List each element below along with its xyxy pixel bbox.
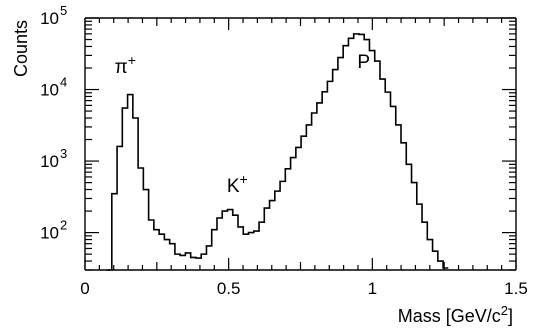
y-tick-label-exponent: 3	[60, 146, 67, 161]
proton-peak-label: P	[357, 52, 370, 73]
y-tick-label: 10	[40, 224, 59, 243]
y-tick-label: 10	[40, 9, 59, 28]
y-tick-label-exponent: 5	[60, 3, 67, 18]
kaon-peak-label: K+	[227, 171, 248, 197]
y-axis-title: Counts	[11, 20, 31, 77]
y-tick-label-exponent: 2	[60, 218, 67, 233]
x-tick-label: 0	[80, 279, 89, 298]
y-tick-label: 10	[40, 81, 59, 100]
y-tick-label-exponent: 4	[60, 75, 67, 90]
x-tick-label: 1.5	[504, 279, 528, 298]
pion-peak-label: π+	[115, 52, 136, 78]
x-tick-label: 0.5	[217, 279, 241, 298]
histogram-line	[106, 33, 449, 271]
x-tick-label: 1	[368, 279, 377, 298]
y-tick-label: 10	[40, 152, 59, 171]
x-axis-title: Mass [GeV/c2]	[398, 303, 513, 326]
